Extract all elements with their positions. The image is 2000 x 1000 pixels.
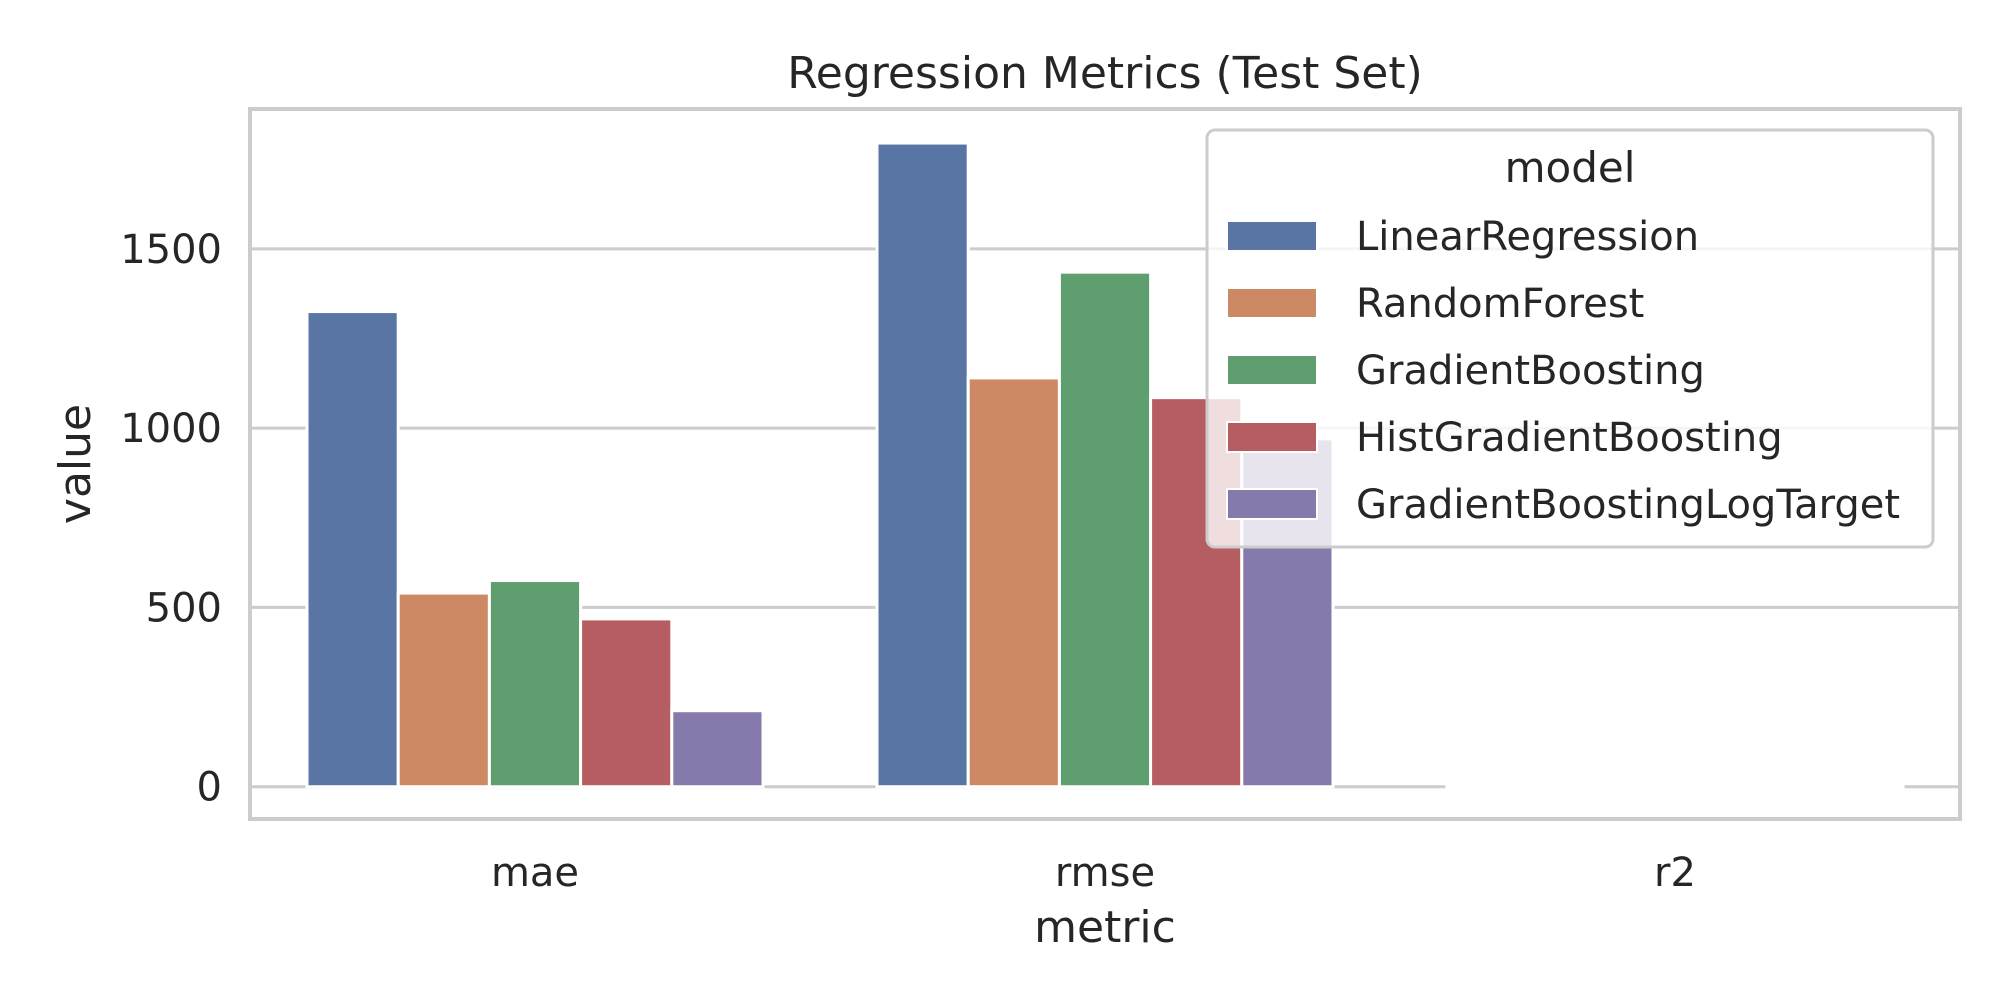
bar-r2-RandomForest (1536, 784, 1631, 789)
bar-r2-LinearRegression (1445, 785, 1540, 789)
legend-swatch-RandomForest (1226, 287, 1318, 319)
x-tick-label-r2: r2 (1654, 850, 1696, 896)
legend-items: LinearRegression RandomForest GradientBoos… (1226, 214, 1900, 528)
x-tick-label-rmse: rmse (1055, 850, 1155, 896)
legend-swatch-LinearRegression (1226, 220, 1318, 252)
y-tick-labels: 0 500 1000 1500 (120, 227, 222, 811)
y-tick-label-1: 500 (146, 585, 222, 631)
legend-label-GradientBoostingLogTarget: GradientBoostingLogTarget (1356, 482, 1900, 528)
bar-mae-HistGradientBoosting (579, 617, 674, 789)
bar-r2-GradientBoosting (1627, 784, 1723, 789)
legend-swatch-GradientBoosting (1226, 354, 1318, 386)
legend-frame (1205, 128, 1935, 549)
bar-r2-HistGradientBoosting (1719, 784, 1814, 789)
bar-r2-GradientBoostingLogTarget (1810, 784, 1905, 789)
plot-frame (248, 107, 1962, 821)
bar-mae-GradientBoosting (487, 579, 583, 789)
legend-label-RandomForest: RandomForest (1356, 281, 1644, 327)
x-tick-label-mae: mae (491, 850, 579, 896)
chart-title: Regression Metrics (Test Set) (787, 48, 1423, 99)
legend-label-LinearRegression: LinearRegression (1356, 214, 1699, 260)
y-axis-title: value (50, 404, 101, 524)
y-tick-label-2: 1000 (120, 406, 222, 452)
legend-label-GradientBoosting: GradientBoosting (1356, 348, 1705, 394)
x-tick-labels: mae rmse r2 (491, 850, 1696, 896)
y-tick-label-3: 1500 (120, 227, 222, 273)
legend-swatch-HistGradientBoosting (1226, 421, 1318, 453)
legend-title: model (1505, 143, 1636, 192)
bar-mae-GradientBoostingLogTarget (670, 709, 765, 789)
y-tick-label-0: 0 (197, 765, 222, 811)
bar-rmse-RandomForest (966, 376, 1061, 789)
legend: model LinearRegression RandomForest Gradie… (1205, 128, 1935, 549)
bar-mae-LinearRegression (305, 310, 400, 789)
legend-label-HistGradientBoosting: HistGradientBoosting (1356, 415, 1783, 461)
x-axis-title: metric (1034, 902, 1176, 953)
bar-rmse-GradientBoosting (1057, 270, 1153, 789)
bar-rmse-LinearRegression (875, 141, 970, 789)
legend-swatch-GradientBoostingLogTarget (1226, 488, 1318, 520)
bar-mae-RandomForest (396, 591, 491, 789)
